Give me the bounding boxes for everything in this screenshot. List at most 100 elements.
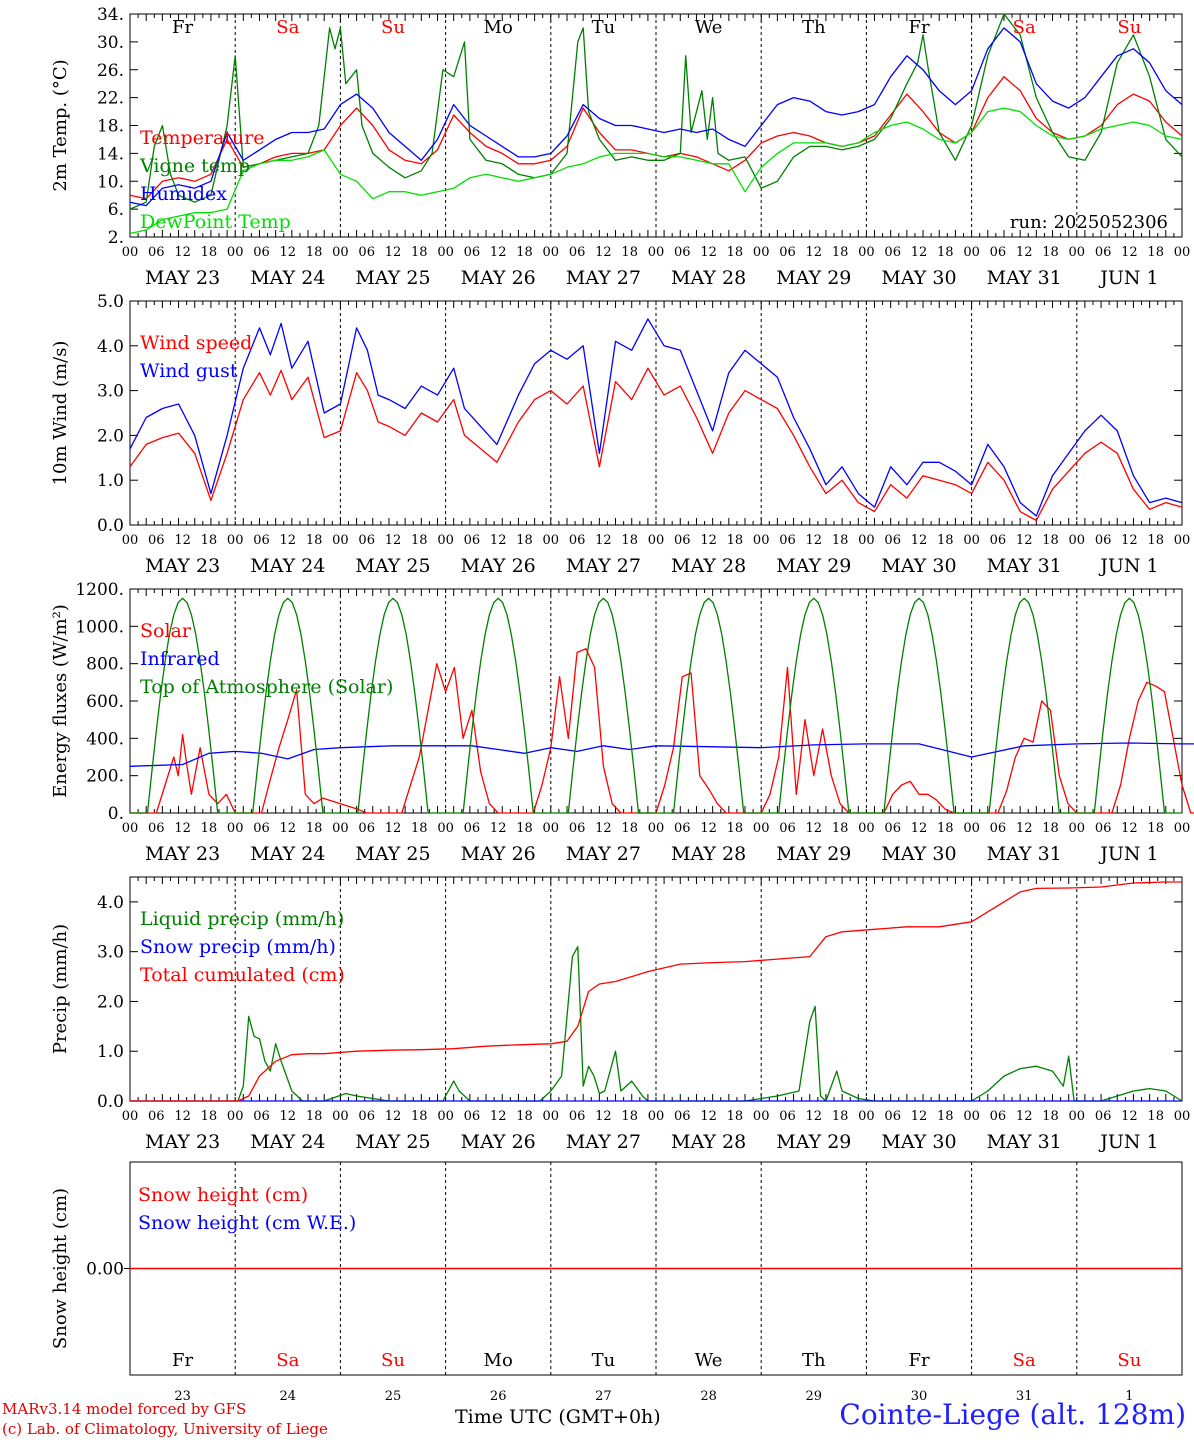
hour-tick-label: 06 — [884, 821, 901, 836]
hour-tick-label: 18 — [621, 1109, 638, 1124]
hour-tick-label: 06 — [464, 533, 481, 548]
hour-tick-label: 12 — [385, 245, 402, 260]
hour-tick-label: 18 — [306, 245, 323, 260]
hour-tick-label: 06 — [779, 533, 796, 548]
y-tick-label: 10. — [97, 172, 124, 192]
hour-tick-label: 12 — [385, 821, 402, 836]
hour-tick-label: 12 — [700, 1109, 717, 1124]
hour-tick-label: 12 — [806, 1109, 823, 1124]
y-axis-label: 2m Temp. (°C) — [50, 59, 71, 191]
hour-tick-label: 12 — [595, 245, 612, 260]
series-line-humidex — [129, 27, 1183, 207]
weekday-label: Su — [1117, 17, 1141, 38]
day-number-label: 1 — [1125, 1389, 1133, 1404]
hour-tick-label: 00 — [963, 821, 980, 836]
hour-tick-label: 00 — [122, 533, 139, 548]
hour-tick-label: 12 — [174, 533, 191, 548]
y-tick-label: 2.0 — [97, 992, 124, 1012]
series-line-wind-speed — [129, 367, 1183, 522]
hour-tick-label: 06 — [253, 821, 270, 836]
y-axis-label: Precip (mm/h) — [50, 924, 71, 1054]
date-label: MAY 26 — [461, 267, 536, 289]
hour-tick-label: 00 — [858, 1109, 875, 1124]
day-number-label: 24 — [280, 1389, 297, 1404]
hour-tick-label: 18 — [1147, 245, 1164, 260]
hour-tick-label: 00 — [227, 1109, 244, 1124]
y-axis-label: Snow height (cm) — [50, 1188, 71, 1349]
hour-tick-label: 18 — [1042, 533, 1059, 548]
hour-tick-label: 06 — [1095, 821, 1112, 836]
hour-tick-label: 00 — [332, 821, 349, 836]
y-axis-label: Energy fluxes (W/m²) — [50, 604, 71, 798]
hour-tick-label: 12 — [595, 1109, 612, 1124]
day-number-label: 23 — [174, 1389, 191, 1404]
weekday-label: Sa — [276, 17, 299, 38]
weekday-label: Su — [381, 1350, 405, 1371]
weekday-label: We — [695, 17, 723, 38]
hour-tick-label: 00 — [1069, 1109, 1086, 1124]
hour-tick-label: 00 — [543, 245, 560, 260]
weekday-label: Fr — [172, 1350, 193, 1371]
y-axis-label: 10m Wind (m/s) — [50, 341, 71, 486]
hour-tick-label: 18 — [516, 821, 533, 836]
hour-tick-label: 06 — [253, 533, 270, 548]
hour-tick-label: 06 — [148, 1109, 165, 1124]
date-label: MAY 23 — [145, 555, 220, 577]
hour-tick-label: 06 — [1095, 533, 1112, 548]
hour-tick-label: 12 — [1121, 1109, 1138, 1124]
y-tick-label: 1.0 — [97, 471, 124, 491]
hour-tick-label: 18 — [411, 245, 428, 260]
y-tick-label: 4.0 — [97, 337, 124, 357]
hour-tick-label: 12 — [700, 533, 717, 548]
hour-tick-label: 18 — [201, 533, 218, 548]
legend-entry: Infrared — [140, 648, 220, 670]
date-label: MAY 29 — [776, 555, 851, 577]
hour-tick-label: 06 — [253, 245, 270, 260]
hour-tick-label: 00 — [1174, 245, 1191, 260]
legend-entry: Temperature — [140, 127, 264, 149]
hour-tick-label: 06 — [1095, 1109, 1112, 1124]
day-number-label: 30 — [911, 1389, 928, 1404]
date-label: MAY 27 — [566, 555, 641, 577]
date-label: MAY 31 — [987, 1131, 1062, 1153]
hour-tick-label: 06 — [148, 821, 165, 836]
hour-tick-label: 12 — [806, 245, 823, 260]
hour-tick-label: 18 — [832, 821, 849, 836]
hour-tick-label: 06 — [569, 821, 586, 836]
hour-tick-label: 00 — [437, 1109, 454, 1124]
legend-entry: Liquid precip (mm/h) — [140, 908, 344, 930]
hour-tick-label: 18 — [1042, 1109, 1059, 1124]
y-tick-label: 26. — [97, 61, 124, 81]
hour-tick-label: 18 — [516, 533, 533, 548]
hour-tick-label: 00 — [1069, 245, 1086, 260]
y-tick-label: 200. — [86, 767, 124, 787]
date-label: MAY 28 — [671, 555, 746, 577]
weekday-label: Su — [1117, 1350, 1141, 1371]
hour-tick-label: 06 — [779, 245, 796, 260]
hour-tick-label: 12 — [911, 533, 928, 548]
date-label: MAY 28 — [671, 843, 746, 865]
date-label: MAY 27 — [566, 1131, 641, 1153]
hour-tick-label: 00 — [753, 821, 770, 836]
hour-tick-label: 12 — [595, 821, 612, 836]
date-label: MAY 24 — [250, 1131, 325, 1153]
hour-tick-label: 18 — [411, 1109, 428, 1124]
hour-tick-label: 00 — [648, 821, 665, 836]
hour-tick-label: 06 — [358, 245, 375, 260]
date-label: MAY 28 — [671, 1131, 746, 1153]
weekday-label: Su — [381, 17, 405, 38]
hour-tick-label: 18 — [727, 533, 744, 548]
hour-tick-label: 12 — [174, 1109, 191, 1124]
y-tick-label: 22. — [97, 89, 124, 109]
legend-entry: Snow height (cm W.E.) — [138, 1212, 356, 1234]
hour-tick-label: 00 — [1174, 1109, 1191, 1124]
date-label: MAY 31 — [987, 843, 1062, 865]
hour-tick-label: 12 — [280, 533, 297, 548]
date-label: MAY 23 — [145, 843, 220, 865]
date-label: MAY 31 — [987, 267, 1062, 289]
series-line-vigne-temp — [129, 13, 1183, 210]
hour-tick-label: 18 — [1147, 821, 1164, 836]
date-label: MAY 23 — [145, 267, 220, 289]
y-tick-label: 3.0 — [97, 382, 124, 402]
